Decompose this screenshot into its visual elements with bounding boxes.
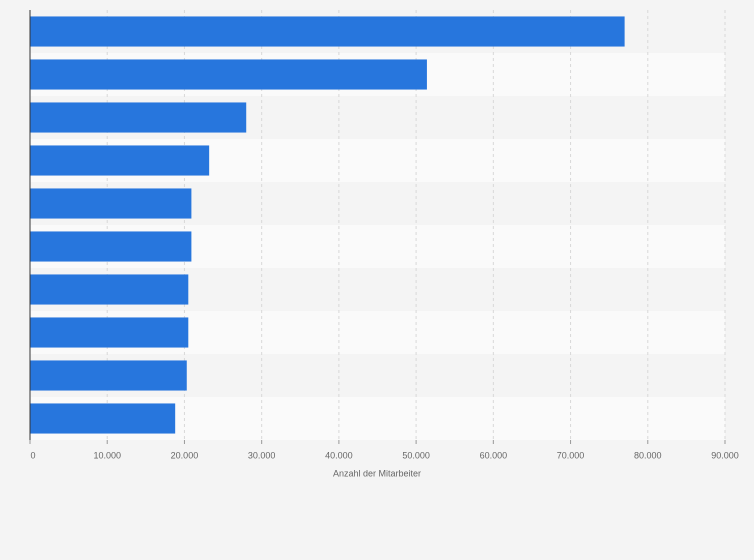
bar	[30, 145, 210, 176]
bar	[30, 102, 247, 133]
x-tick-label: 20.000	[171, 450, 199, 460]
x-tick-label: 90.000	[711, 450, 739, 460]
bar	[30, 317, 189, 348]
x-tick-label: 40.000	[325, 450, 353, 460]
x-axis-label: Anzahl der Mitarbeiter	[333, 468, 421, 478]
x-tick-label: 0	[30, 450, 35, 460]
x-tick-label: 80.000	[634, 450, 662, 460]
x-tick-label: 30.000	[248, 450, 276, 460]
bar	[30, 188, 192, 219]
bar	[30, 231, 192, 262]
bar	[30, 274, 189, 305]
bar	[30, 403, 176, 434]
bar	[30, 360, 187, 391]
x-tick-label: 10.000	[93, 450, 121, 460]
x-tick-label: 60.000	[480, 450, 508, 460]
x-tick-label: 70.000	[557, 450, 585, 460]
bar	[30, 16, 625, 47]
x-tick-label: 50.000	[402, 450, 430, 460]
bar	[30, 59, 427, 90]
